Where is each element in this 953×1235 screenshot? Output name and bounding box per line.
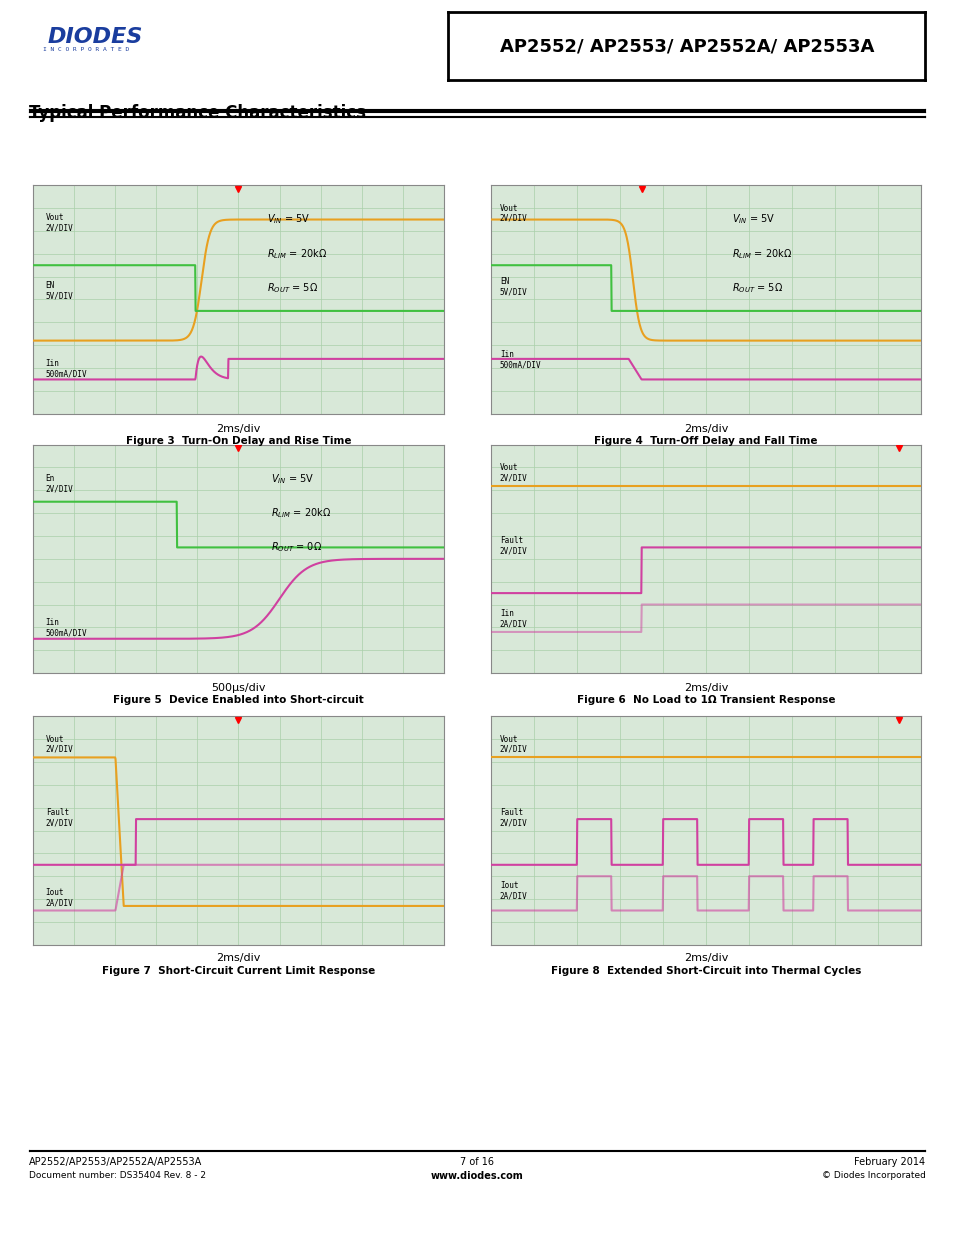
Text: 2ms/div: 2ms/div — [216, 424, 260, 433]
Text: Vout
2V/DIV: Vout 2V/DIV — [499, 204, 527, 224]
Text: AP2552/ AP2553/ AP2552A/ AP2553A: AP2552/ AP2553/ AP2552A/ AP2553A — [499, 37, 873, 56]
Text: Vout
2V/DIV: Vout 2V/DIV — [499, 463, 527, 483]
Text: Figure 3  Turn-On Delay and Rise Time: Figure 3 Turn-On Delay and Rise Time — [126, 436, 351, 446]
Text: EN
5V/DIV: EN 5V/DIV — [46, 282, 73, 300]
Text: Figure 7  Short-Circuit Current Limit Response: Figure 7 Short-Circuit Current Limit Res… — [102, 966, 375, 976]
Text: Fault
2V/DIV: Fault 2V/DIV — [46, 808, 73, 827]
Text: Vout
2V/DIV: Vout 2V/DIV — [499, 735, 527, 755]
Text: February 2014: February 2014 — [853, 1157, 924, 1167]
Text: 2ms/div: 2ms/div — [683, 683, 727, 693]
Text: Fault
2V/DIV: Fault 2V/DIV — [499, 808, 527, 827]
Text: Iin
500mA/DIV: Iin 500mA/DIV — [46, 359, 88, 378]
Text: $R_{LIM}$ = 20k$\Omega$: $R_{LIM}$ = 20k$\Omega$ — [731, 247, 791, 261]
Text: En
2V/DIV: En 2V/DIV — [46, 474, 73, 494]
Text: Vout
2V/DIV: Vout 2V/DIV — [46, 212, 73, 232]
Text: $R_{OUT}$ = 5$\Omega$: $R_{OUT}$ = 5$\Omega$ — [731, 282, 782, 295]
Text: www.diodes.com: www.diodes.com — [430, 1171, 523, 1181]
Text: I N C O R P O R A T E D: I N C O R P O R A T E D — [43, 47, 129, 52]
Text: Iout
2A/DIV: Iout 2A/DIV — [499, 881, 527, 900]
Text: Document number: DS35404 Rev. 8 - 2: Document number: DS35404 Rev. 8 - 2 — [29, 1171, 206, 1179]
Text: © Diodes Incorporated: © Diodes Incorporated — [821, 1171, 924, 1179]
Text: Figure 8  Extended Short-Circuit into Thermal Cycles: Figure 8 Extended Short-Circuit into The… — [550, 966, 861, 976]
Text: EN
5V/DIV: EN 5V/DIV — [499, 277, 527, 296]
Text: 2ms/div: 2ms/div — [683, 953, 727, 963]
Text: Vout
2V/DIV: Vout 2V/DIV — [46, 735, 73, 755]
Text: $V_{IN}$ = 5V: $V_{IN}$ = 5V — [731, 212, 774, 226]
Text: Figure 5  Device Enabled into Short-circuit: Figure 5 Device Enabled into Short-circu… — [113, 695, 363, 705]
Text: AP2552/AP2553/AP2552A/AP2553A: AP2552/AP2553/AP2552A/AP2553A — [29, 1157, 202, 1167]
Text: 7 of 16: 7 of 16 — [459, 1157, 494, 1167]
Text: Figure 6  No Load to 1Ω Transient Response: Figure 6 No Load to 1Ω Transient Respons… — [577, 695, 834, 705]
Text: $R_{OUT}$ = 0$\Omega$: $R_{OUT}$ = 0$\Omega$ — [271, 541, 322, 555]
Text: $R_{OUT}$ = 5$\Omega$: $R_{OUT}$ = 5$\Omega$ — [267, 282, 318, 295]
Text: 2ms/div: 2ms/div — [216, 953, 260, 963]
Text: Iout
2A/DIV: Iout 2A/DIV — [46, 888, 73, 906]
Text: Fault
2V/DIV: Fault 2V/DIV — [499, 536, 527, 556]
Text: $R_{LIM}$ = 20k$\Omega$: $R_{LIM}$ = 20k$\Omega$ — [267, 247, 327, 261]
Text: $V_{IN}$ = 5V: $V_{IN}$ = 5V — [267, 212, 310, 226]
Text: $R_{LIM}$ = 20k$\Omega$: $R_{LIM}$ = 20k$\Omega$ — [271, 506, 331, 520]
Text: 500μs/div: 500μs/div — [211, 683, 266, 693]
Text: Typical Performance Characteristics: Typical Performance Characteristics — [29, 104, 365, 122]
Text: Iin
2A/DIV: Iin 2A/DIV — [499, 609, 527, 629]
Text: 2ms/div: 2ms/div — [683, 424, 727, 433]
Text: $V_{IN}$ = 5V: $V_{IN}$ = 5V — [271, 472, 314, 485]
Text: Iin
500mA/DIV: Iin 500mA/DIV — [46, 619, 88, 637]
Text: DIODES: DIODES — [48, 27, 143, 47]
Text: Iin
500mA/DIV: Iin 500mA/DIV — [499, 350, 541, 369]
Text: Figure 4  Turn-Off Delay and Fall Time: Figure 4 Turn-Off Delay and Fall Time — [594, 436, 817, 446]
